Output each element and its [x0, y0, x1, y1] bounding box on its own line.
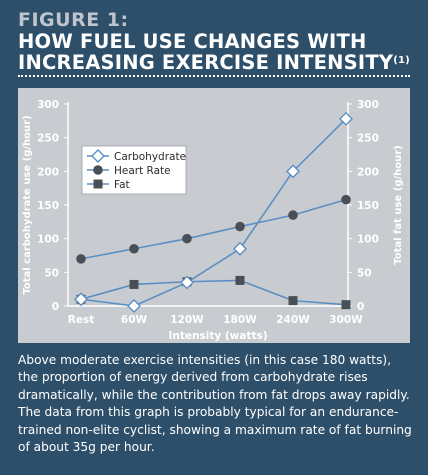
heart-rate-point [182, 233, 192, 244]
x-tick-label: Rest [68, 314, 94, 326]
y-tick-label-right: 300 [357, 99, 379, 111]
y-tick-label-right: 0 [357, 301, 364, 313]
x-tick-label: 300W [329, 314, 363, 326]
fat-point [129, 279, 139, 289]
heart-rate-point [341, 194, 351, 205]
y-tick-label-left: 50 [44, 267, 59, 279]
y-tick-label-left: 300 [37, 99, 59, 111]
legend-marker-carbohydrate [91, 149, 105, 163]
x-axis-title: Intensity (watts) [168, 330, 267, 342]
y-tick-label-left: 250 [37, 133, 59, 145]
carbohydrate-point [233, 241, 247, 256]
figure-title-footnote: (1) [393, 55, 410, 66]
title-divider [18, 75, 410, 77]
figure-header: FIGURE 1: HOW FUEL USE CHANGES WITH INCR… [18, 10, 418, 73]
y-tick-label-right: 100 [357, 234, 379, 246]
legend-label-heart-rate: Heart Rate [114, 165, 171, 177]
y-axis-title-left: Total carbohydrate use (g/hour) [22, 115, 33, 294]
carbohydrate-point [286, 164, 300, 179]
y-tick-label-left: 0 [52, 301, 59, 313]
x-tick-label: 180W [223, 314, 257, 326]
fat-point [341, 300, 351, 310]
heart-rate-point [76, 254, 86, 264]
fat-point [235, 275, 245, 285]
x-tick-label: 240W [276, 314, 310, 326]
series-line-heart-rate [80, 198, 347, 260]
carbohydrate-point [180, 275, 194, 290]
y-tick-label-right: 50 [357, 267, 372, 279]
y-axis-title-right: Total fat use (g/hour) [393, 145, 404, 265]
x-tick-label: 120W [170, 314, 204, 326]
fuel-use-chart: 0 0 50 50 100 100 150 150 200 200 250 250 300 300 Rest… [22, 99, 404, 342]
y-tick-label-right: 200 [357, 166, 379, 178]
legend-marker-heart-rate [93, 165, 103, 175]
chart-panel: 0 0 50 50 100 100 150 150 200 200 250 250 300 300 Rest… [18, 88, 410, 343]
x-tick-label: 60W [121, 314, 148, 326]
series-line-fat [80, 279, 347, 306]
figure-caption: Above moderate exercise intensities (in … [18, 353, 412, 455]
legend-label-carbohydrate: Carbohydrate [114, 151, 186, 163]
heart-rate-point [235, 221, 245, 232]
figure-title: HOW FUEL USE CHANGES WITH INCREASING EXE… [18, 31, 418, 73]
heart-rate-point [129, 243, 139, 254]
y-tick-label-right: 150 [357, 200, 379, 212]
fat-point [288, 296, 298, 306]
figure-label: FIGURE 1: [18, 9, 129, 31]
figure-title-line2: INCREASING EXERCISE INTENSITY [18, 51, 394, 74]
carbohydrate-point [127, 299, 141, 313]
series-line-carbohydrate [80, 118, 347, 307]
y-tick-label-left: 150 [37, 200, 59, 212]
carbohydrate-point [339, 111, 353, 126]
y-tick-label-left: 100 [37, 234, 59, 246]
legend-marker-fat [93, 179, 103, 189]
y-tick-label-right: 250 [357, 133, 379, 145]
legend-label-fat: Fat [114, 179, 130, 191]
figure-title-line1: HOW FUEL USE CHANGES WITH [18, 30, 367, 53]
y-tick-label-left: 200 [37, 166, 59, 178]
carbohydrate-point [74, 292, 88, 307]
heart-rate-point [288, 210, 298, 220]
